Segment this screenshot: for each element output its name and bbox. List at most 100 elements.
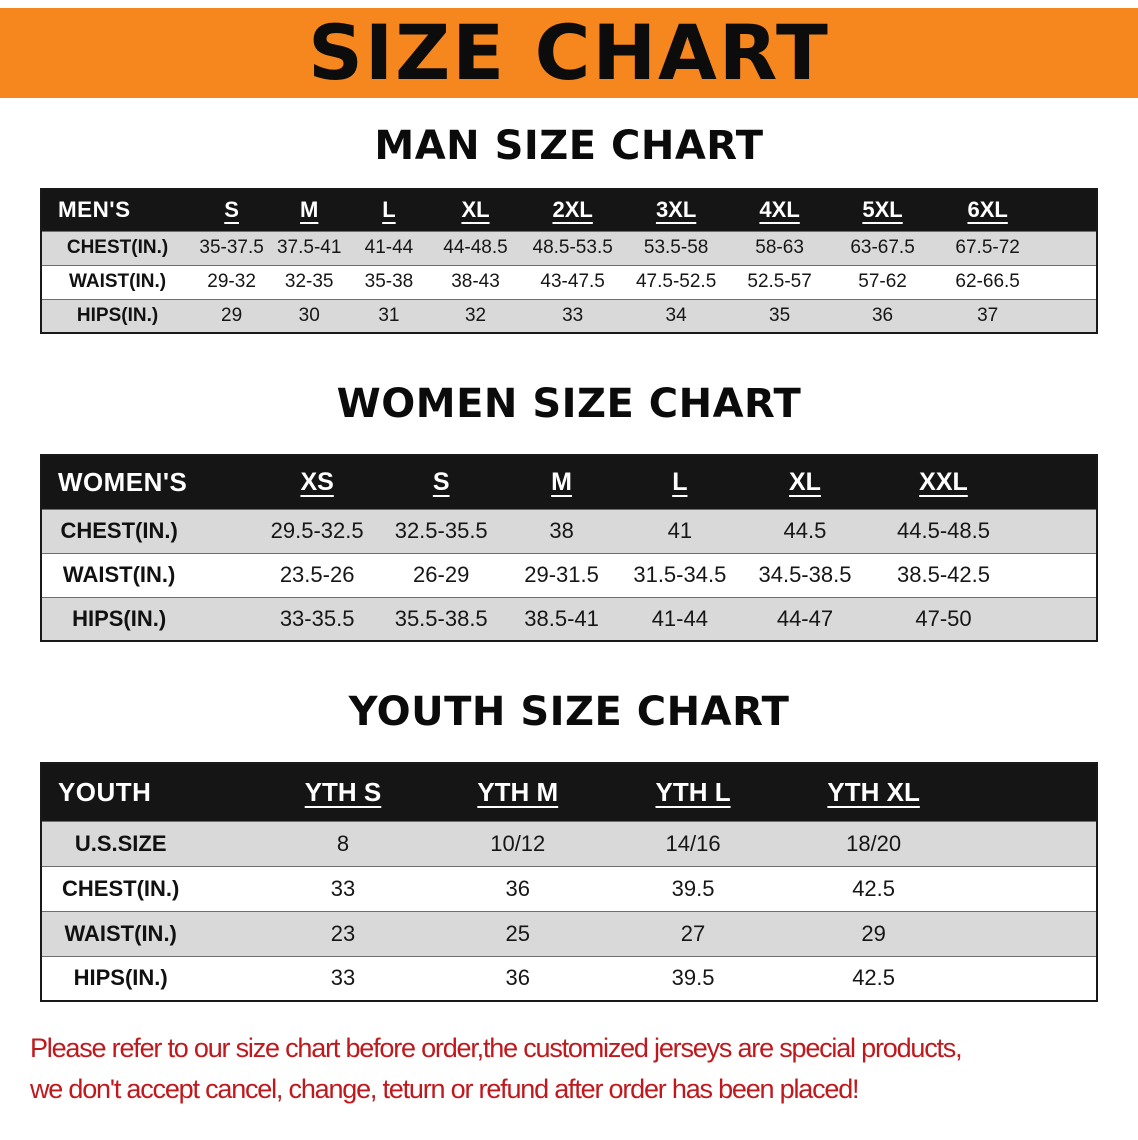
size-header-cell: YTH L [655,776,731,807]
table-title-cell: MEN'S [58,197,131,223]
size-value-cell: 32-35 [284,271,334,292]
size-value-cell: 8 [336,830,350,856]
size-value-cell: 32.5-35.5 [394,518,488,543]
size-value-cell: 31.5-34.5 [633,562,727,587]
measure-row: HIPS(IN.) 33 36 39.5 42.5 [41,956,1097,1001]
size-value-cell: 48.5-53.5 [532,237,613,258]
size-value-cell: 29-31.5 [524,562,599,587]
header-row: YOUTH YTH S YTH M YTH L YTH XL [41,763,1097,821]
size-value-cell: 33-35.5 [279,605,355,631]
size-value-cell: 38-43 [451,271,500,292]
size-value-cell: 44-48.5 [443,237,508,258]
size-value-cell: 25 [505,920,530,946]
youth-size-chart-heading: YOUTH SIZE CHART [348,689,790,735]
size-value-cell: 34 [665,304,687,326]
size-header-cell: YTH S [304,776,382,807]
size-header-cell: M [551,467,572,496]
size-value-cell: 42.5 [852,965,896,991]
size-value-cell: 29 [861,920,886,946]
size-value-cell: 35-37.5 [199,237,264,258]
size-value-cell: 39.5 [671,965,715,991]
size-value-cell: 26-29 [413,562,470,587]
table-title-cell: YOUTH [58,776,152,807]
size-header-cell: XL [461,197,490,223]
size-header-cell: XL [788,467,821,496]
size-value-cell: 44.5-48.5 [897,518,990,543]
size-value-cell: 36 [505,965,530,991]
measure-label-cell: HIPS(IN.) [73,965,168,991]
header-row: MEN'S S M L XL 2XL 3XL 4XL 5XL 6XL [41,189,1097,231]
size-value-cell: 33 [330,965,356,991]
size-value-cell: 35-38 [364,271,414,292]
size-value-cell: 58-63 [755,237,804,258]
order-notice: Please refer to our size chart before or… [0,1028,1138,1109]
banner: SIZE CHART [0,8,1138,98]
size-value-cell: 41-44 [364,237,414,258]
size-header-cell: S [432,467,450,496]
size-value-cell: 33 [330,875,356,901]
size-value-cell: 62-66.5 [955,271,1020,292]
measure-row: WAIST(IN.) 23.5-26 26-29 29-31.5 31.5-34.5 34… [41,553,1097,597]
size-value-cell: 36 [871,304,894,326]
size-value-cell: 14/16 [665,830,721,856]
size-value-cell: 47-50 [915,605,972,631]
size-value-cell: 23.5-26 [279,562,355,587]
size-value-cell: 37.5-41 [276,237,342,258]
size-value-cell: 31 [378,304,400,326]
size-value-cell: 32 [464,304,487,326]
man-size-chart-table: MEN'S S M L XL 2XL 3XL 4XL 5XL 6XL CHEST(IN.) 35-37… [40,188,1098,334]
size-header-cell: XS [300,467,334,496]
measure-row: HIPS(IN.) 29 30 31 32 33 34 35 36 37 [41,299,1097,333]
size-value-cell: 41-44 [651,605,708,631]
notice-line-2: we don't accept cancel, change, teturn o… [30,1073,860,1104]
size-value-cell: 57-62 [858,271,907,292]
size-chart-page: SIZE CHART MAN SIZE CHART MEN'S S M L XL 2XL 3X… [0,8,1138,1109]
measure-label-cell: WAIST(IN.) [62,562,176,587]
size-value-cell: 52.5-57 [747,271,812,292]
size-value-cell: 10/12 [490,830,546,856]
size-value-cell: 41 [667,518,693,543]
measure-row: HIPS(IN.) 33-35.5 35.5-38.5 38.5-41 41-44 44-… [41,597,1097,641]
size-value-cell: 42.5 [852,875,896,901]
size-value-cell: 29-32 [207,271,256,292]
page-title: SIZE CHART [308,8,830,97]
measure-label-cell: CHEST(IN.) [66,237,169,258]
size-header-cell: 5XL [862,197,903,223]
measure-label-cell: CHEST(IN.) [62,875,180,901]
measure-label-cell: U.S.SIZE [74,830,167,856]
measure-label-cell: HIPS(IN.) [72,605,167,631]
size-header-cell: 3XL [655,197,697,223]
size-value-cell: 39.5 [671,875,715,901]
measure-row: U.S.SIZE 8 10/12 14/16 18/20 [41,821,1097,866]
measure-row: CHEST(IN.) 33 36 39.5 42.5 [41,866,1097,911]
youth-size-chart-table: YOUTH YTH S YTH M YTH L YTH XL U.S.SIZE 8 10/12… [40,762,1098,1002]
size-value-cell: 35.5-38.5 [394,605,488,631]
measure-label-cell: WAIST(IN.) [64,920,177,946]
size-header-cell: 4XL [759,197,800,223]
size-header-cell: S [224,197,239,223]
measure-label-cell: HIPS(IN.) [76,304,159,326]
size-header-cell: L [672,467,688,496]
women-size-chart-heading: WOMEN SIZE CHART [336,381,802,427]
size-value-cell: 18/20 [846,830,902,856]
size-value-cell: 27 [680,920,706,946]
measure-row: CHEST(IN.) 29.5-32.5 32.5-35.5 38 41 44.5 44.5… [41,509,1097,553]
size-header-cell: YTH M [477,776,559,807]
header-row: WOMEN'S XS S M L XL XXL [41,455,1097,509]
size-value-cell: 38.5-41 [524,605,599,631]
size-value-cell: 44.5 [783,518,827,543]
size-header-cell: 6XL [967,197,1008,223]
size-value-cell: 34.5-38.5 [758,562,852,587]
size-value-cell: 43-47.5 [540,271,605,292]
size-value-cell: 29.5-32.5 [270,518,364,543]
measure-row: CHEST(IN.) 35-37.5 37.5-41 41-44 44-48.5 48.5… [41,231,1097,265]
table-title-cell: WOMEN'S [58,466,188,497]
women-size-chart-table: WOMEN'S XS S M L XL XXL CHEST(IN.) 29.5-32.5 32.5… [40,454,1098,642]
man-size-chart-section: MAN SIZE CHART MEN'S S M L XL 2XL 3XL 4XL 5XL 6XL C… [0,126,1138,334]
size-value-cell: 29 [221,304,243,326]
size-header-cell: YTH XL [827,776,920,807]
women-size-chart-section: WOMEN SIZE CHART WOMEN'S XS S M L XL XXL CHEST(I… [0,384,1138,642]
size-header-cell: 2XL [552,197,593,223]
size-value-cell: 36 [505,875,530,901]
size-value-cell: 38.5-42.5 [897,562,990,587]
